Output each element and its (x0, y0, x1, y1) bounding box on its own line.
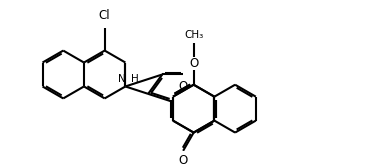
Text: O: O (179, 154, 188, 167)
Text: N: N (118, 74, 126, 84)
Text: Cl: Cl (99, 9, 110, 22)
Text: O: O (189, 57, 198, 70)
Text: O: O (179, 80, 188, 93)
Text: CH₃: CH₃ (184, 30, 203, 40)
Text: H: H (131, 74, 139, 84)
